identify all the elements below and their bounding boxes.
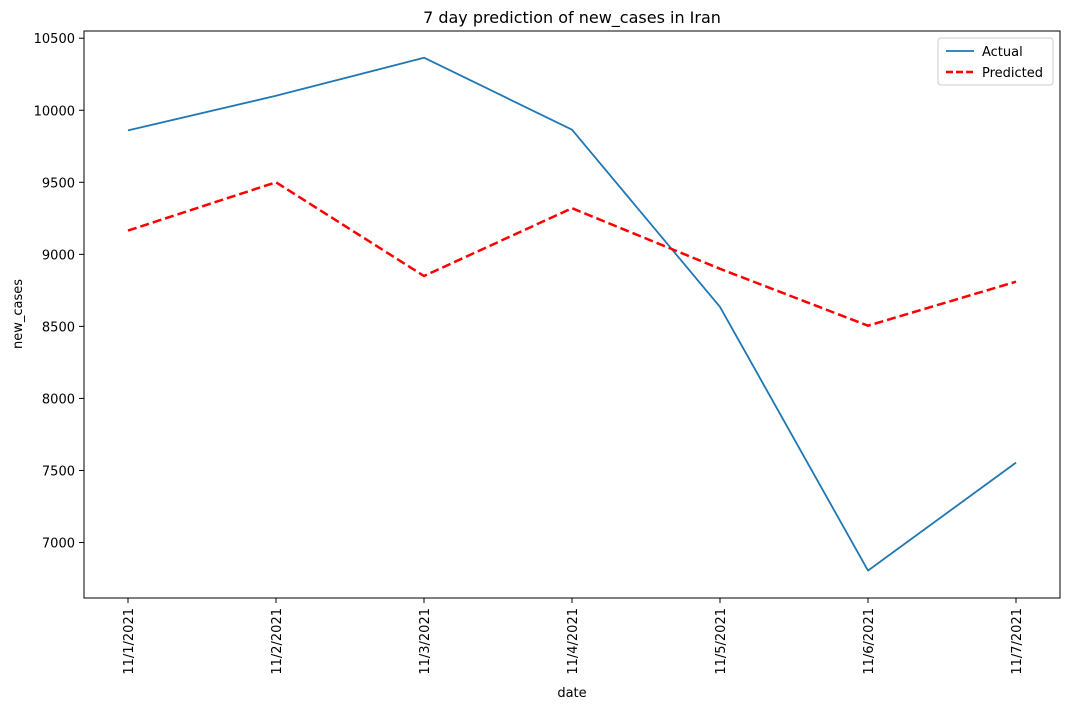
x-tick-label: 11/3/2021 bbox=[418, 608, 433, 675]
y-axis-label: new_cases bbox=[11, 279, 26, 349]
legend: Actual Predicted bbox=[937, 37, 1054, 86]
y-tick-label: 8500 bbox=[42, 320, 75, 335]
y-tick-label: 7000 bbox=[42, 537, 75, 552]
y-tick-label: 7500 bbox=[42, 464, 75, 479]
y-tick-label: 8000 bbox=[42, 392, 75, 407]
plot-frame bbox=[83, 30, 1061, 599]
x-tick-label: 11/4/2021 bbox=[566, 608, 581, 675]
legend-label-predicted: Predicted bbox=[982, 66, 1043, 81]
y-tick-label: 9500 bbox=[42, 176, 75, 191]
y-tick-label: 9000 bbox=[42, 248, 75, 263]
legend-label-actual: Actual bbox=[982, 45, 1023, 60]
y-tick-label: 10000 bbox=[34, 104, 75, 119]
x-tick-label: 11/6/2021 bbox=[862, 608, 877, 675]
y-axis: 7000 7500 8000 8500 9000 9500 10000 10500 bbox=[34, 32, 84, 552]
series-layer bbox=[127, 56, 1017, 572]
plot-area bbox=[84, 31, 1060, 598]
x-tick-label: 11/1/2021 bbox=[122, 608, 137, 675]
x-tick-label: 11/2/2021 bbox=[270, 608, 285, 675]
y-tick-label: 10500 bbox=[34, 32, 75, 47]
x-axis: 11/1/2021 11/2/2021 11/3/2021 11/4/2021 11/5… bbox=[122, 598, 1025, 675]
x-tick-label: 11/7/2021 bbox=[1010, 608, 1025, 675]
x-axis-label: date bbox=[557, 686, 586, 701]
chart-title: 7 day prediction of new_cases in Iran bbox=[423, 8, 721, 28]
x-tick-label: 11/5/2021 bbox=[714, 608, 729, 675]
